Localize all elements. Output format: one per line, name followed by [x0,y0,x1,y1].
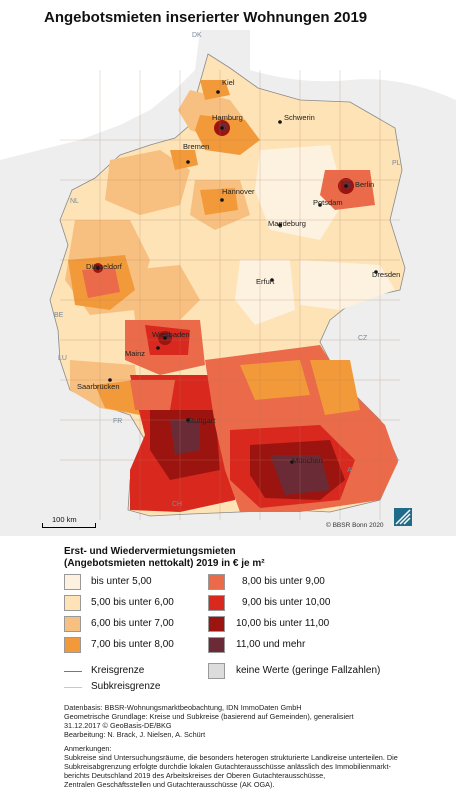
legend-title-line1: Erst- und Wiedervermietungsmieten [64,546,236,557]
city-label-hannover: Hannover [222,187,255,196]
legend-title: Erst- und Wiedervermietungsmieten (Angeb… [64,546,265,570]
scale-line [42,527,96,528]
keine-werte-swatch [208,663,225,679]
country-be: BE [54,312,64,319]
legend-swatch-3 [64,616,81,632]
scale-label: 100 km [52,515,77,524]
scale-tick-right [95,523,96,528]
legend-label-4: 7,00 bis unter 8,00 [91,639,174,650]
legend-swatch-7 [208,616,225,632]
legend-label-8: 11,00 und mehr [236,639,306,650]
note-line-4: Zentralen Geschäftsstellen und Gutachter… [64,780,275,789]
city-label-erfurt: Erfurt [256,277,275,286]
legend-swatch-8 [208,637,225,653]
city-label-berlin: Berlin [355,180,375,189]
keine-werte-label: keine Werte (geringe Fallzahlen) [236,665,381,676]
subkreisgrenze-label: Subkreisgrenze [91,681,161,692]
bbsr-logo-icon [394,508,412,526]
source-line-3: 31.12.2017 © GeoBasis-DE/BKG [64,721,172,730]
country-lu: LU [58,355,67,362]
notes-heading: Anmerkungen: [64,744,112,753]
city-label-kiel: Kiel [222,78,235,87]
legend-swatch-1 [64,574,81,590]
legend-label-6: 9,00 bis unter 10,00 [242,597,331,608]
source-line-4: Bearbeitung: N. Brack, J. Nielsen, A. Sc… [64,730,206,739]
legend-swatch-5 [208,574,225,590]
germany-rent-map [0,30,456,536]
country-dk: DK [192,32,202,39]
city-label-potsdam: Potsdam [313,198,343,207]
country-nl: NL [70,198,79,205]
city-label-bremen: Bremen [183,142,210,151]
kreisgrenze-label: Kreisgrenze [91,665,145,676]
city-label-dresden: Dresden [372,270,401,279]
legend-swatch-6 [208,595,225,611]
map-title: Angebotsmieten inserierter Wohnungen 201… [44,9,368,26]
legend-label-3: 6,00 bis unter 7,00 [91,618,174,629]
legend-label-1: bis unter 5,00 [91,576,152,587]
city-label-duesseldorf: Düsseldorf [86,262,122,271]
note-line-1: Subkreise sind Untersuchungsräume, die b… [64,753,398,762]
source-line-1: Datenbasis: BBSR-Wohnungsmarktbeobachtun… [64,703,302,712]
legend-title-line2: (Angebotsmieten nettokalt) 2019 in € je … [64,558,265,569]
copyright: © BBSR Bonn 2020 [326,522,384,529]
city-label-muenchen: München [292,456,323,465]
legend-label-2: 5,00 bis unter 6,00 [91,597,174,608]
legend-swatch-4 [64,637,81,653]
subkreisgrenze-line [64,687,82,688]
legend-swatch-2 [64,595,81,611]
country-cz: CZ [358,335,368,342]
city-label-magdeburg: Magdeburg [268,219,306,228]
city-label-schwerin: Schwerin [284,113,315,122]
city-label-stuttgart: Stuttgart [187,416,216,425]
note-line-2: Subkreisabgrenzung erfolgte durchdie lok… [64,762,391,771]
city-label-hamburg: Hamburg [212,113,243,122]
country-fr: FR [113,418,123,425]
legend-label-7: 10,00 bis unter 11,00 [236,618,330,629]
source-line-2: Geometrische Grundlage: Kreise und Subkr… [64,712,354,721]
city-label-saarbruecken: Saarbrücken [77,382,120,391]
legend-label-5: 8,00 bis unter 9,00 [242,576,325,587]
note-line-3: berichts Deutschland 2019 des Arbeitskre… [64,771,326,780]
scale-tick-left [42,523,43,528]
city-label-wiesbaden: Wiesbaden [152,330,190,339]
scale-bar: 100 km [42,515,96,528]
country-ch: CH [172,501,183,508]
country-pl: PL [392,160,401,167]
country-at: AT [347,467,356,474]
kreisgrenze-line [64,671,82,672]
city-label-mainz: Mainz [125,349,146,358]
